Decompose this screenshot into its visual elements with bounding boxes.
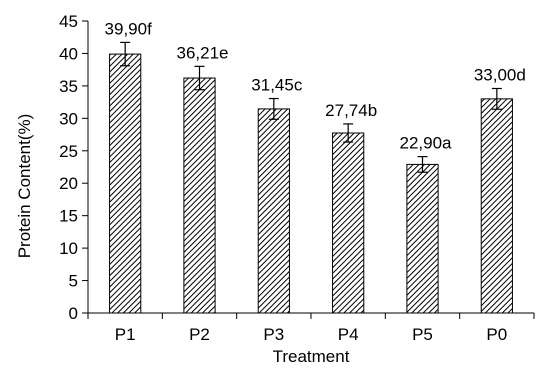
bar (332, 132, 365, 314)
y-tick-label: 35 (59, 77, 78, 96)
y-tick-label: 0 (69, 304, 78, 323)
x-tick-label: P3 (263, 325, 284, 344)
x-tick-label: P5 (412, 325, 433, 344)
x-tick-label: P4 (338, 325, 359, 344)
y-axis-title: Protein Content(%) (15, 114, 34, 259)
data-label: 22,90a (400, 134, 453, 153)
y-tick-label: 40 (59, 44, 78, 63)
bar (406, 163, 439, 314)
data-label: 39,90f (105, 19, 153, 38)
x-tick-label: P1 (115, 325, 136, 344)
x-axis-title: Treatment (273, 347, 350, 366)
y-tick-label: 5 (69, 272, 78, 291)
data-label: 33,00d (474, 65, 526, 84)
bar (257, 108, 290, 314)
bar (109, 53, 142, 314)
y-tick-label: 20 (59, 174, 78, 193)
x-tick-label: P0 (486, 325, 507, 344)
x-tick-label: P2 (189, 325, 210, 344)
data-label: 31,45c (251, 76, 303, 95)
bar (183, 77, 216, 314)
y-tick-label: 45 (59, 12, 78, 31)
y-tick-label: 15 (59, 207, 78, 226)
y-tick-label: 25 (59, 142, 78, 161)
bar (480, 98, 513, 314)
y-tick-label: 10 (59, 239, 78, 258)
data-label: 27,74b (325, 101, 377, 120)
data-label: 36,21e (177, 43, 229, 62)
y-tick-label: 30 (59, 109, 78, 128)
